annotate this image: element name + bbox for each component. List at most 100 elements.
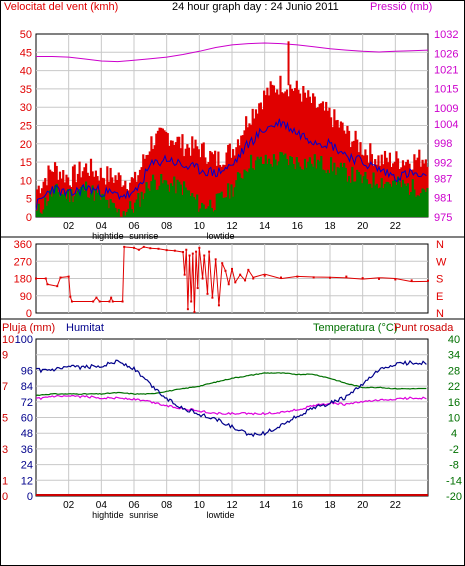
gust-bar [321, 101, 325, 217]
mean-wind-bar [362, 176, 365, 217]
gust-bar [349, 147, 352, 217]
direction-point [191, 252, 194, 255]
mean-wind-bar [37, 203, 40, 217]
mean-wind-bar [117, 208, 120, 217]
gust-bar [155, 133, 158, 217]
mean-wind-bar [307, 161, 310, 217]
temperature-tick-label: -8 [449, 460, 459, 472]
mean-wind-bar [50, 196, 53, 217]
mean-wind-bar [202, 204, 205, 217]
gust-bar [377, 155, 380, 217]
gust-bar [292, 90, 295, 217]
rain-tick-label: 1 [2, 475, 8, 487]
gust-bar [207, 162, 210, 217]
humidity-tick-label: 48 [21, 428, 33, 440]
mean-wind-bar [145, 182, 148, 217]
gust-bar [130, 177, 133, 217]
mean-wind-bar [413, 189, 416, 217]
direction-point [70, 300, 73, 303]
mean-wind-bar [356, 169, 359, 217]
humidity-tick-label: 84 [21, 381, 33, 393]
wind-tick-label: 45 [20, 47, 32, 59]
mean-wind-bar [150, 181, 153, 217]
direction-point [149, 247, 152, 250]
mean-wind-bar [222, 197, 225, 217]
mean-wind-bar [230, 184, 233, 217]
mean-wind-bar [292, 163, 295, 217]
mean-wind-bar [191, 193, 194, 217]
mean-wind-bar [236, 172, 240, 217]
mean-wind-bar [346, 181, 349, 217]
direction-point [98, 300, 101, 303]
temperature-tick-label: -2 [449, 444, 459, 456]
mean-wind-bar [158, 185, 161, 217]
chart-title: 24 hour graph day : 24 Junio 2011 [172, 1, 339, 13]
direction-point [312, 276, 315, 279]
direction-point [361, 277, 364, 280]
gust-bar [246, 127, 249, 217]
direction-point [108, 300, 111, 303]
mean-wind-bar [114, 207, 117, 217]
gust-bar [266, 87, 269, 217]
mean-wind-bar [86, 197, 89, 217]
mean-wind-bar [269, 163, 272, 217]
gust-bar [225, 152, 228, 217]
hour-tick-label: 10 [194, 221, 206, 232]
mean-wind-bar [414, 196, 418, 217]
mean-wind-bar [406, 183, 409, 217]
gust-bar [228, 143, 231, 217]
temperature-line [35, 372, 427, 397]
wind-tick-label: 15 [20, 157, 32, 169]
mean-wind-bar [148, 190, 151, 217]
direction-point [190, 300, 193, 303]
mean-wind-bar [305, 167, 308, 217]
mean-wind-bar [189, 195, 192, 217]
direction-point [280, 276, 282, 279]
mean-wind-bar [396, 176, 400, 217]
mean-wind-bar [127, 208, 130, 217]
mean-wind-bar [372, 172, 375, 217]
gust-bar [169, 140, 173, 217]
pressure-tick-label: 975 [434, 212, 452, 224]
mean-wind-bar [308, 157, 311, 217]
mean-wind-bar [214, 210, 217, 217]
tide-sun-annotation: sunrise [129, 510, 158, 520]
gust-bar [253, 118, 256, 217]
temperature-tick-label: 28 [448, 365, 460, 377]
direction-point [378, 277, 380, 280]
mean-wind-bar [300, 169, 303, 217]
mean-wind-bar [80, 187, 83, 217]
temperature-axis-label: Temperatura (°C) [313, 322, 397, 334]
humidity-tick-label: 12 [21, 475, 33, 487]
mean-wind-bar [228, 198, 231, 217]
mean-wind-bar [343, 162, 346, 217]
compass-label: S [436, 274, 443, 286]
direction-point [201, 277, 204, 280]
gust-bar [147, 154, 150, 217]
mean-wind-bar [274, 159, 277, 217]
temperature-tick-label: 4 [451, 428, 457, 440]
gust-bar [117, 172, 120, 217]
mean-wind-bar [75, 193, 78, 217]
mean-wind-bar [303, 158, 307, 217]
temperature-tick-label: 22 [448, 381, 460, 393]
gust-bar [227, 144, 230, 217]
direction-point [56, 285, 59, 288]
mean-wind-bar [129, 201, 132, 217]
compass-label: E [436, 291, 443, 303]
direction-point [185, 248, 188, 251]
pressure-tick-label: 987 [434, 173, 452, 185]
gust-bar [187, 147, 191, 217]
mean-wind-bar [297, 162, 300, 217]
hour-tick-label: 14 [259, 221, 271, 232]
pressure-tick-label: 998 [434, 138, 452, 150]
mean-wind-bar [369, 183, 372, 217]
gust-bar [200, 143, 204, 217]
humidity-tick-label: 72 [21, 397, 33, 409]
gust-bar [186, 144, 189, 217]
mean-wind-bar [209, 199, 212, 217]
temperature-tick-label: -20 [446, 491, 462, 503]
compass-label: W [436, 256, 447, 268]
direction-point [231, 267, 233, 270]
pressure-tick-label: 1026 [434, 48, 458, 60]
